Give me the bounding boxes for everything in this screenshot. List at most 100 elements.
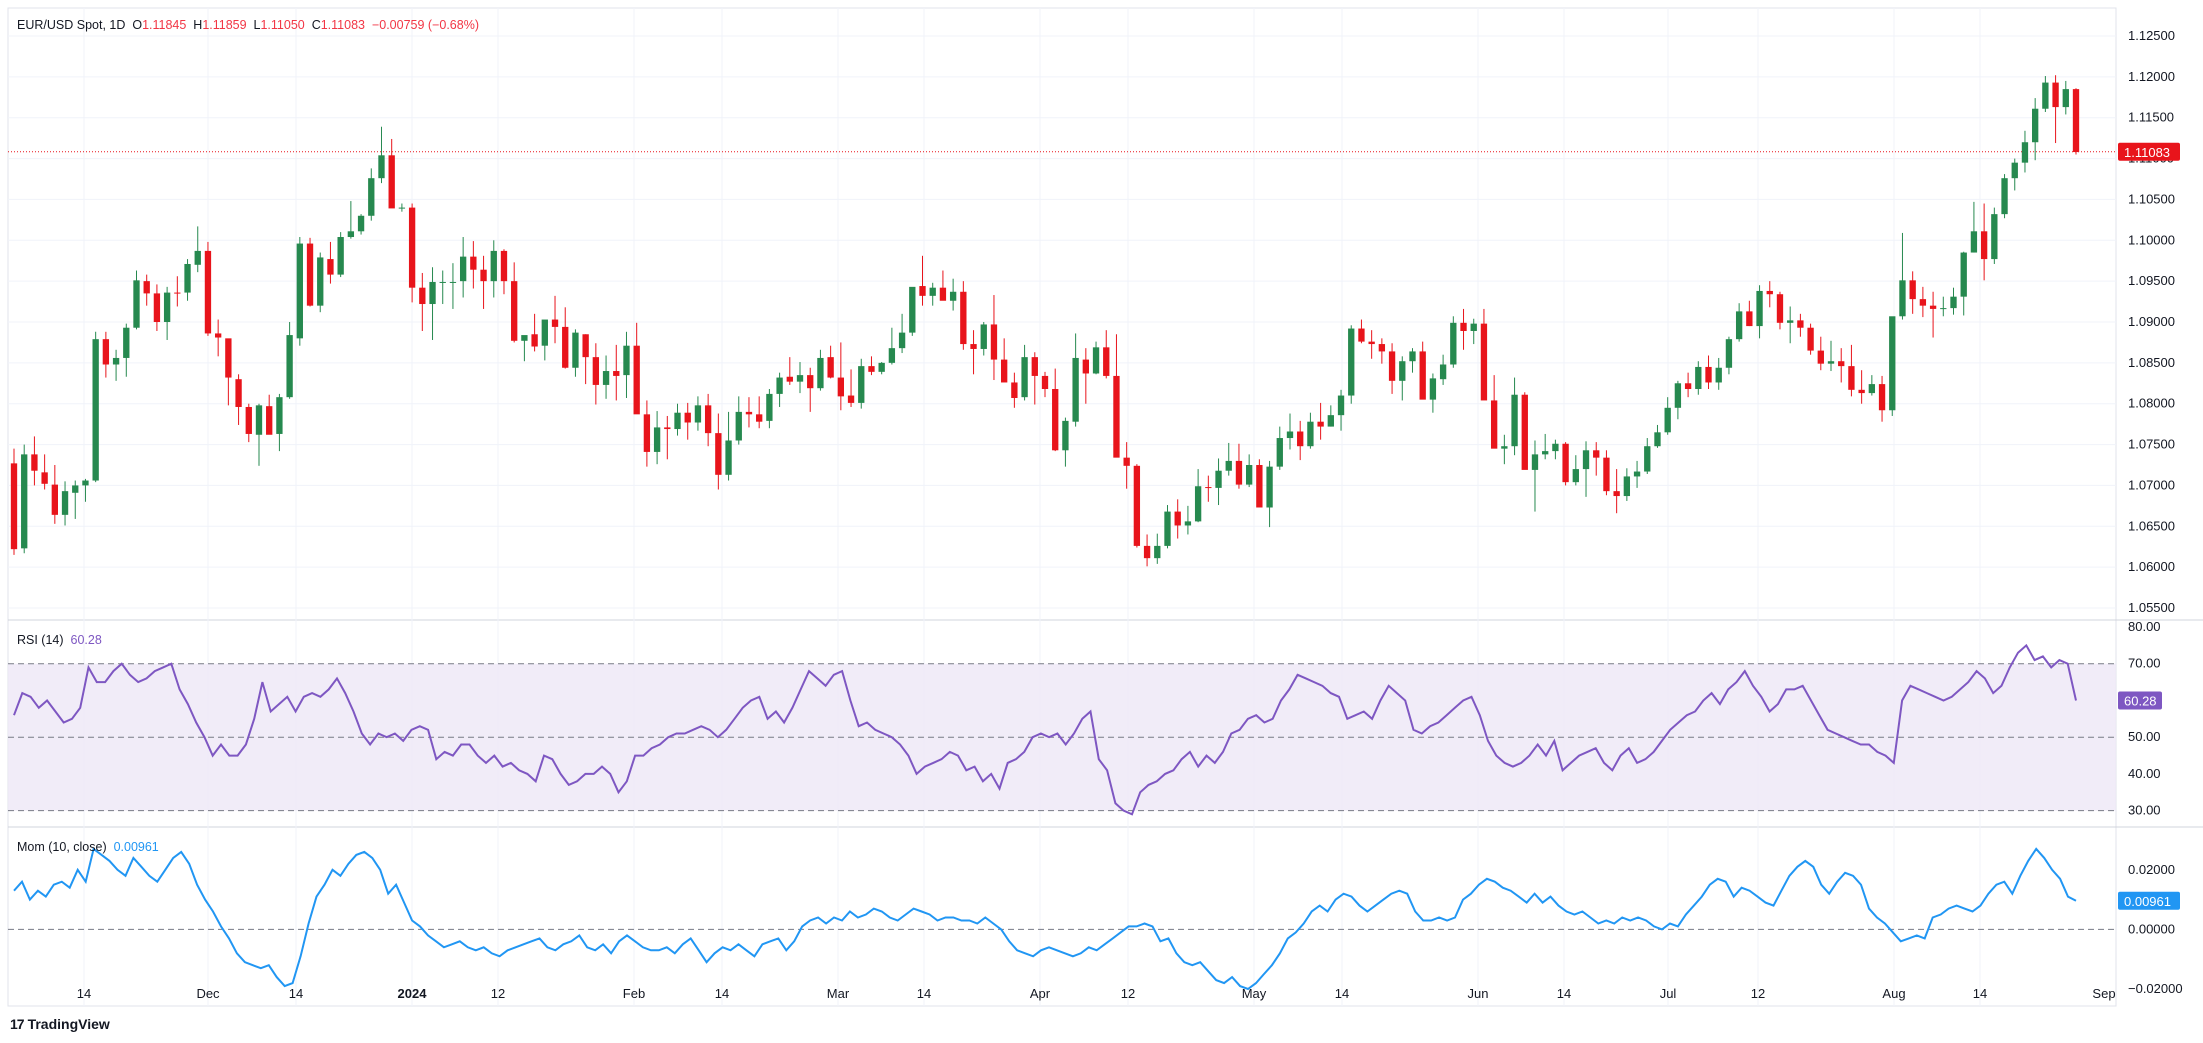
candle-body: [317, 257, 324, 306]
candle-body: [429, 281, 436, 305]
candle-body: [225, 338, 232, 378]
candle-body: [1797, 320, 1804, 328]
candle-body: [817, 357, 824, 389]
price-tick-label: 1.10500: [2128, 191, 2175, 206]
candle-body: [174, 292, 181, 294]
candle-body: [1858, 389, 1865, 394]
candle-body: [1245, 465, 1253, 485]
candle-body: [704, 405, 712, 434]
x-tick-label: 12: [491, 986, 505, 1001]
mom-label: Mom (10, close): [17, 840, 107, 854]
candle-body: [1838, 361, 1845, 367]
candle-body: [1052, 389, 1059, 451]
candle-body: [562, 326, 569, 368]
mom-value: 0.00961: [113, 840, 159, 854]
x-tick-label: Jun: [1468, 986, 1489, 1001]
candle-body: [1113, 375, 1120, 458]
candle-body: [1684, 383, 1692, 390]
candle-body: [1154, 545, 1161, 559]
tradingview-icon: 17: [10, 1016, 25, 1032]
candle-body: [235, 379, 242, 407]
candle-body: [1817, 350, 1824, 364]
candle-body: [31, 454, 38, 471]
candle-body: [2052, 82, 2059, 108]
candle-body: [1929, 305, 1937, 309]
candle-body: [163, 292, 171, 322]
candle-body: [51, 484, 58, 515]
candle-body: [623, 345, 630, 376]
candle-body: [796, 375, 804, 382]
mom-line: [13, 847, 2077, 991]
candle-body: [123, 327, 130, 358]
price-tick-label: 1.08500: [2128, 355, 2175, 370]
candle-body: [643, 414, 651, 452]
candle-body: [419, 287, 426, 305]
candle-body: [459, 256, 467, 282]
price-tick-label: 1.06500: [2128, 518, 2175, 533]
candle-body: [725, 440, 732, 475]
candle-body: [1664, 407, 1671, 433]
low-value: 1.11050: [260, 18, 305, 32]
last-price-badge: [2118, 142, 2180, 161]
candle-body: [1725, 339, 1733, 368]
candle-body: [1531, 454, 1539, 470]
candle-body: [1623, 476, 1631, 497]
price-tick-label: 1.06000: [2128, 559, 2175, 574]
candle-body: [633, 345, 640, 415]
candle-body: [102, 339, 110, 365]
candle-body: [1674, 383, 1682, 408]
candle-body: [1991, 214, 1998, 260]
rsi-legend: RSI (14) 60.28: [17, 633, 102, 647]
candle-body: [909, 286, 916, 333]
candle-body: [786, 376, 793, 382]
mom-value-badge-label: 0.00961: [2124, 894, 2171, 909]
candle-body: [1235, 460, 1243, 485]
candle-body: [1542, 451, 1549, 455]
candle-body: [1450, 322, 1457, 365]
candle-body: [1337, 395, 1345, 416]
price-legend: EUR/USD Spot, 1D O1.11845 H1.11859 L1.11…: [17, 18, 479, 32]
candle-body: [592, 357, 600, 385]
candle-body: [1521, 394, 1528, 470]
candle-body: [531, 334, 538, 347]
rsi-value-badge: [2118, 691, 2162, 710]
change-value: −0.00759 (−0.68%): [371, 18, 479, 32]
candle-body: [1368, 341, 1375, 345]
candle-body: [715, 433, 722, 475]
mom-tick-label: −0.02000: [2128, 981, 2183, 996]
candle-body: [1950, 296, 1957, 309]
mom-value-badge: [2118, 891, 2180, 910]
candle-body: [1358, 328, 1365, 342]
plot-frame: [7, 7, 2117, 1007]
x-tick-label: Jul: [1660, 986, 1677, 1001]
candle-body: [153, 293, 161, 322]
candle-body: [1480, 323, 1488, 401]
candle-body: [572, 332, 579, 368]
x-tick-label: 12: [1751, 986, 1765, 1001]
candle-body: [1705, 366, 1712, 383]
candle-body: [1276, 438, 1283, 467]
rsi-value: 60.28: [70, 633, 102, 647]
candle-body: [1644, 446, 1651, 472]
candle-body: [1327, 415, 1334, 427]
tradingview-logo[interactable]: 17 TradingView: [10, 1016, 110, 1032]
candle-body: [878, 362, 885, 372]
candle-body: [204, 250, 212, 334]
candle-body: [490, 250, 497, 282]
candle-body: [807, 375, 814, 389]
candle-body: [664, 427, 671, 430]
candle-body: [1011, 382, 1018, 398]
candle-body: [276, 397, 283, 434]
candle-body: [766, 393, 773, 421]
candle-body: [398, 207, 406, 209]
candle-body: [511, 281, 518, 341]
candle-body: [255, 405, 263, 435]
candle-body: [1878, 384, 1886, 411]
candle-body: [1225, 460, 1232, 471]
candle-body: [970, 344, 977, 349]
price-tick-label: 1.07000: [2128, 477, 2175, 492]
candle-body: [1266, 466, 1273, 508]
candle-body: [541, 319, 548, 346]
candle-body: [1501, 446, 1508, 449]
